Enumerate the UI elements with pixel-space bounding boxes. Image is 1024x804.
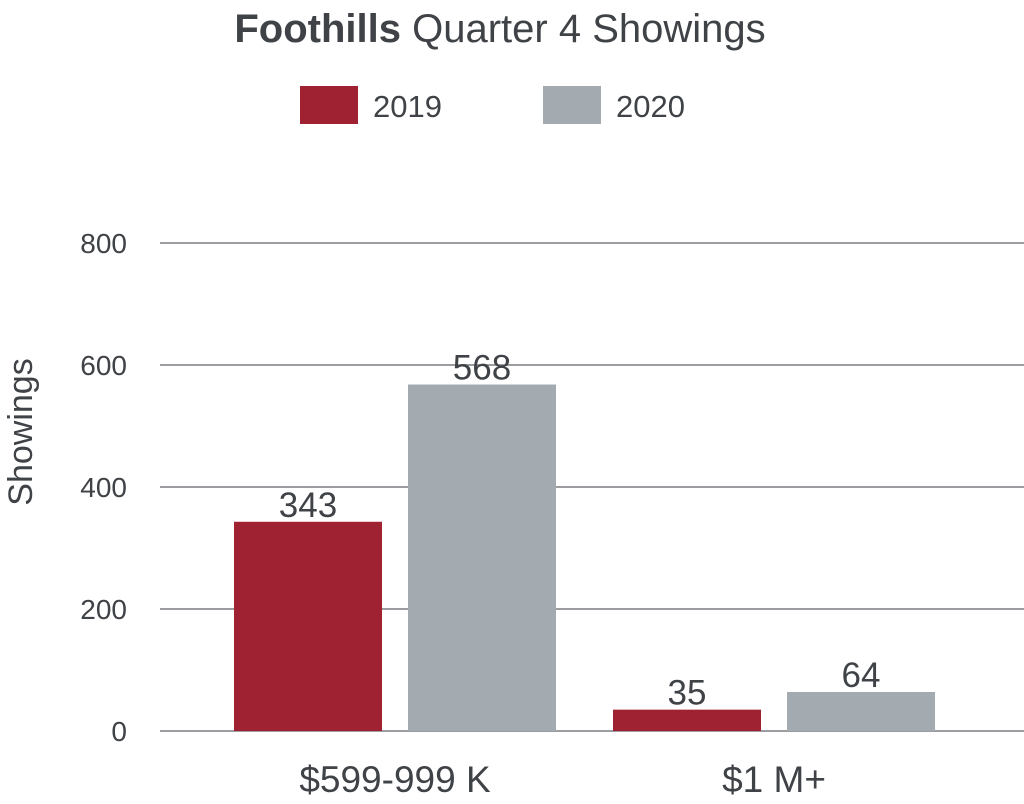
y-axis-title: Showings (2, 358, 40, 505)
legend-label-2019: 2019 (373, 89, 442, 124)
legend-swatch-2019 (300, 86, 358, 124)
data-label: 35 (668, 674, 707, 713)
data-label: 343 (279, 486, 337, 525)
legend: 2019 2020 (300, 86, 685, 124)
y-tick-labels: 0 200 400 600 800 (80, 228, 127, 747)
x-category-labels: $599-999 K $1 M+ (299, 759, 826, 800)
bars (234, 384, 935, 731)
y-tick-label: 600 (80, 350, 127, 381)
y-tick-label: 800 (80, 228, 127, 259)
data-labels: 343 568 35 64 (279, 349, 881, 713)
bar-2020-0 (408, 384, 556, 731)
bar-2020-1 (787, 691, 935, 731)
legend-swatch-2020 (543, 86, 601, 124)
bar-2019-0 (234, 521, 382, 731)
y-tick-label: 0 (111, 716, 127, 747)
y-tick-label: 200 (80, 594, 127, 625)
x-category-label: $599-999 K (299, 759, 491, 800)
data-label: 568 (453, 349, 511, 388)
y-tick-label: 400 (80, 472, 127, 503)
legend-label-2020: 2020 (616, 89, 685, 124)
x-category-label: $1 M+ (722, 759, 826, 800)
data-label: 64 (842, 656, 881, 695)
chart-title: Foothills Quarter 4 Showings (234, 7, 765, 51)
bar-2019-1 (613, 709, 761, 731)
